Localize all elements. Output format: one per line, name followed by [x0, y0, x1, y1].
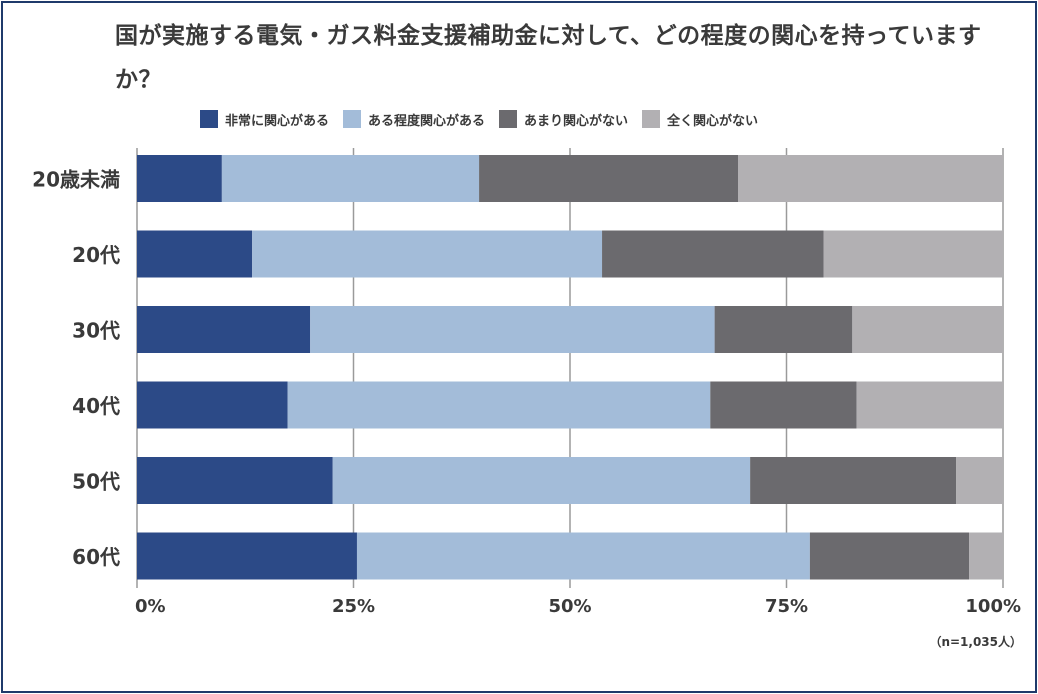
bar-segment [137, 306, 311, 353]
bar-segment [714, 306, 853, 353]
legend-swatch [642, 110, 661, 128]
legend-swatch [499, 110, 518, 128]
category-label: 20代 [72, 243, 120, 267]
category-label: 60代 [72, 545, 120, 569]
legend-swatch [343, 110, 362, 128]
bar-segment [137, 381, 288, 429]
bar-segment [252, 230, 603, 278]
legend-swatch [200, 110, 218, 128]
category-label: 20歳未満 [32, 168, 120, 192]
x-tick-label: 50% [548, 596, 591, 617]
bar-segment [137, 532, 357, 580]
bar-segment [750, 457, 957, 504]
bar-segment [221, 155, 480, 202]
bar-segment [310, 306, 715, 353]
bar-segment [137, 457, 333, 504]
legend-item-not-interested-at-all: 全く関心がない [642, 110, 758, 129]
legend-label: あまり関心がない [524, 113, 629, 129]
x-tick-label: 75% [765, 596, 808, 617]
bar-segment [710, 381, 857, 429]
bar-segment [137, 230, 253, 278]
bar-segment [738, 155, 1003, 202]
bar-segment [479, 155, 739, 202]
legend-item-very-interested: 非常に関心がある [200, 110, 329, 129]
x-tick-label: 25% [332, 596, 375, 617]
bar-segment [137, 155, 222, 202]
bar-segment [956, 457, 1003, 504]
legend-item-not-very-interested: あまり関心がない [499, 110, 628, 129]
bar-segment [356, 532, 810, 580]
x-tick-label: 100% [965, 596, 1021, 617]
bar-segment [856, 381, 1003, 429]
category-label: 40代 [72, 394, 120, 418]
bar-segment [969, 532, 1003, 580]
category-label: 30代 [72, 319, 120, 343]
legend-label: ある程度関心がある [368, 113, 486, 129]
chart-legend: 非常に関心がある ある程度関心がある あまり関心がない 全く関心がない [200, 108, 772, 130]
sample-size-note: （n=1,035人） [929, 635, 1022, 649]
bar-segment [852, 306, 1003, 353]
category-label: 50代 [72, 470, 120, 494]
bar-segment [332, 457, 751, 504]
grid-lines [136, 148, 1004, 588]
legend-label: 非常に関心がある [225, 113, 330, 129]
legend-label: 全く関心がない [667, 113, 759, 129]
x-tick-label: 0% [135, 596, 166, 617]
bar-segment [602, 230, 824, 278]
bar-segment [287, 381, 711, 429]
bar-segment [823, 230, 1003, 278]
bar-segment [809, 532, 970, 580]
legend-item-somewhat-interested: ある程度関心がある [343, 110, 485, 129]
chart-title: 国が実施する電気・ガス料金支援補助金に対して、どの程度の関心を持っていますか？ [115, 23, 982, 93]
